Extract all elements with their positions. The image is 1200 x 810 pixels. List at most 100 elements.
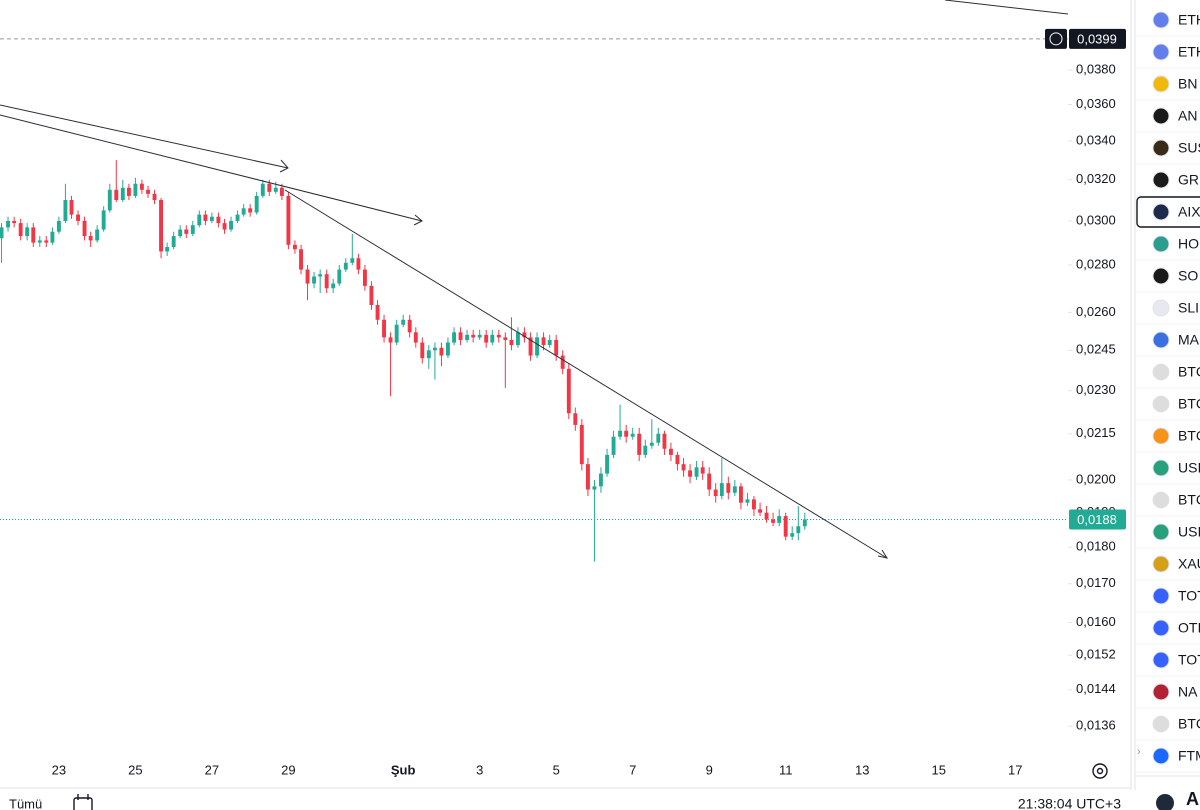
- candle-body: [286, 195, 291, 245]
- candle-body: [445, 342, 450, 356]
- trend-line[interactable]: [944, 0, 1068, 15]
- candle-body: [76, 214, 80, 221]
- candle-body: [471, 334, 476, 338]
- candle-body: [484, 334, 489, 343]
- arrow-head: [279, 159, 289, 173]
- candle-body: [585, 464, 590, 490]
- watchlist-symbol[interactable]: TOT: [1178, 588, 1200, 604]
- watchlist-symbol[interactable]: MA: [1178, 332, 1200, 348]
- symbol-icon: [1152, 587, 1170, 605]
- y-tick-label: 0,0170: [1076, 575, 1116, 590]
- watchlist-symbol[interactable]: BN: [1178, 76, 1197, 92]
- symbol-icon: [1152, 683, 1170, 701]
- candle-body: [292, 244, 297, 250]
- x-tick-label: 9: [706, 762, 713, 777]
- watchlist-symbol[interactable]: TOT: [1178, 652, 1200, 668]
- candle-body: [159, 200, 163, 252]
- y-tick-label: 0,0160: [1076, 614, 1116, 629]
- candle-body: [783, 516, 788, 537]
- watchlist-symbol[interactable]: SLI: [1178, 300, 1199, 316]
- candle-body: [592, 486, 597, 490]
- symbol-icon: [1152, 43, 1170, 61]
- x-tick-label: 5: [553, 762, 560, 777]
- range-button[interactable]: Tümü: [9, 796, 42, 810]
- candle-body: [598, 473, 603, 487]
- watchlist-symbol[interactable]: OTI: [1178, 620, 1200, 636]
- watchlist-symbol[interactable]: XAU: [1178, 556, 1200, 572]
- candle-body: [649, 442, 654, 446]
- watchlist-symbol[interactable]: BTC: [1178, 428, 1200, 444]
- symbol-icon: [1152, 651, 1170, 669]
- price-axis: 0,0380 0,0360 0,0340 0,0320 0,0300 0,0280 0,02…: [52, 28, 1126, 777]
- arrow-head: [877, 549, 889, 559]
- watchlist-symbol[interactable]: BTC: [1178, 716, 1200, 732]
- candle-body: [643, 445, 648, 455]
- candle-body: [713, 489, 718, 497]
- candle-body: [229, 220, 233, 230]
- watchlist-symbol[interactable]: SUS: [1178, 140, 1200, 156]
- symbol-icon: [1152, 619, 1170, 637]
- candle-body: [554, 339, 559, 356]
- candle-body: [133, 183, 138, 196]
- y-tick-label: 0,0260: [1076, 304, 1116, 319]
- candle-body: [44, 240, 49, 243]
- watchlist-symbol[interactable]: AIX: [1178, 204, 1200, 220]
- x-tick-label: Şub: [391, 762, 416, 777]
- watchlist-symbol[interactable]: FTM: [1178, 748, 1200, 764]
- trend-line[interactable]: [0, 114, 423, 222]
- settings-icon[interactable]: [1092, 763, 1108, 779]
- watchlist-symbol[interactable]: GR: [1178, 172, 1199, 188]
- watchlist-symbol[interactable]: BTC: [1178, 396, 1200, 412]
- trend-line[interactable]: [0, 104, 289, 169]
- candle-body: [662, 433, 667, 449]
- candle-body: [573, 413, 578, 425]
- add-alert-button: [1045, 28, 1067, 49]
- watchlist-symbol[interactable]: USI: [1178, 524, 1200, 540]
- watchlist-symbol[interactable]: BTC: [1178, 492, 1200, 508]
- x-tick-label: 29: [281, 762, 295, 777]
- candle-body: [426, 350, 431, 359]
- candle-body: [101, 210, 106, 230]
- watchlist-symbol[interactable]: ETH: [1178, 12, 1200, 28]
- y-tick-label: 0,0340: [1076, 132, 1116, 147]
- candle-body: [496, 334, 501, 338]
- collapse-handle[interactable]: ›: [1137, 746, 1141, 758]
- candle-body: [605, 454, 610, 474]
- y-tick-label: 0,0300: [1076, 212, 1116, 227]
- symbol-icon: [1152, 107, 1170, 125]
- candle-body: [726, 483, 731, 493]
- trend-line[interactable]: [284, 189, 888, 559]
- y-tick-label: 0,0245: [1076, 342, 1116, 357]
- watchlist-symbol[interactable]: ETH: [1178, 44, 1200, 60]
- candle-body: [146, 189, 150, 194]
- candle-body: [528, 337, 533, 356]
- watchlist-symbol[interactable]: AN: [1178, 108, 1197, 124]
- candle-body: [152, 193, 157, 201]
- candle-body: [375, 305, 380, 320]
- calendar-icon[interactable]: [73, 794, 93, 810]
- symbol-icon: [1152, 11, 1170, 29]
- x-tick-label: 11: [779, 762, 793, 777]
- candle-body: [688, 470, 693, 477]
- candle-body: [114, 189, 119, 201]
- watchlist-symbol[interactable]: NA: [1178, 684, 1198, 700]
- candle-body: [439, 347, 444, 356]
- candle-body: [509, 339, 514, 346]
- candle-body: [216, 216, 221, 224]
- x-tick-label: 25: [128, 762, 142, 777]
- symbol-icon: [1152, 171, 1170, 189]
- candle-body: [407, 319, 412, 333]
- y-tick-label: 0,0180: [1076, 539, 1116, 554]
- candle-body: [248, 208, 253, 213]
- candle-body: [560, 355, 565, 369]
- watchlist-symbol[interactable]: USI: [1178, 460, 1200, 476]
- clock: 21:38:04 UTC+3: [1018, 796, 1121, 810]
- watchlist-symbol[interactable]: SO: [1178, 268, 1198, 284]
- candle-body: [0, 227, 4, 239]
- y-tick-label: 0,0230: [1076, 382, 1116, 397]
- watchlist-symbol[interactable]: BTC: [1178, 364, 1200, 380]
- candle-body: [611, 436, 616, 455]
- watchlist-symbol[interactable]: HO: [1178, 236, 1199, 252]
- candle-body: [771, 519, 776, 523]
- candle-body: [50, 231, 55, 243]
